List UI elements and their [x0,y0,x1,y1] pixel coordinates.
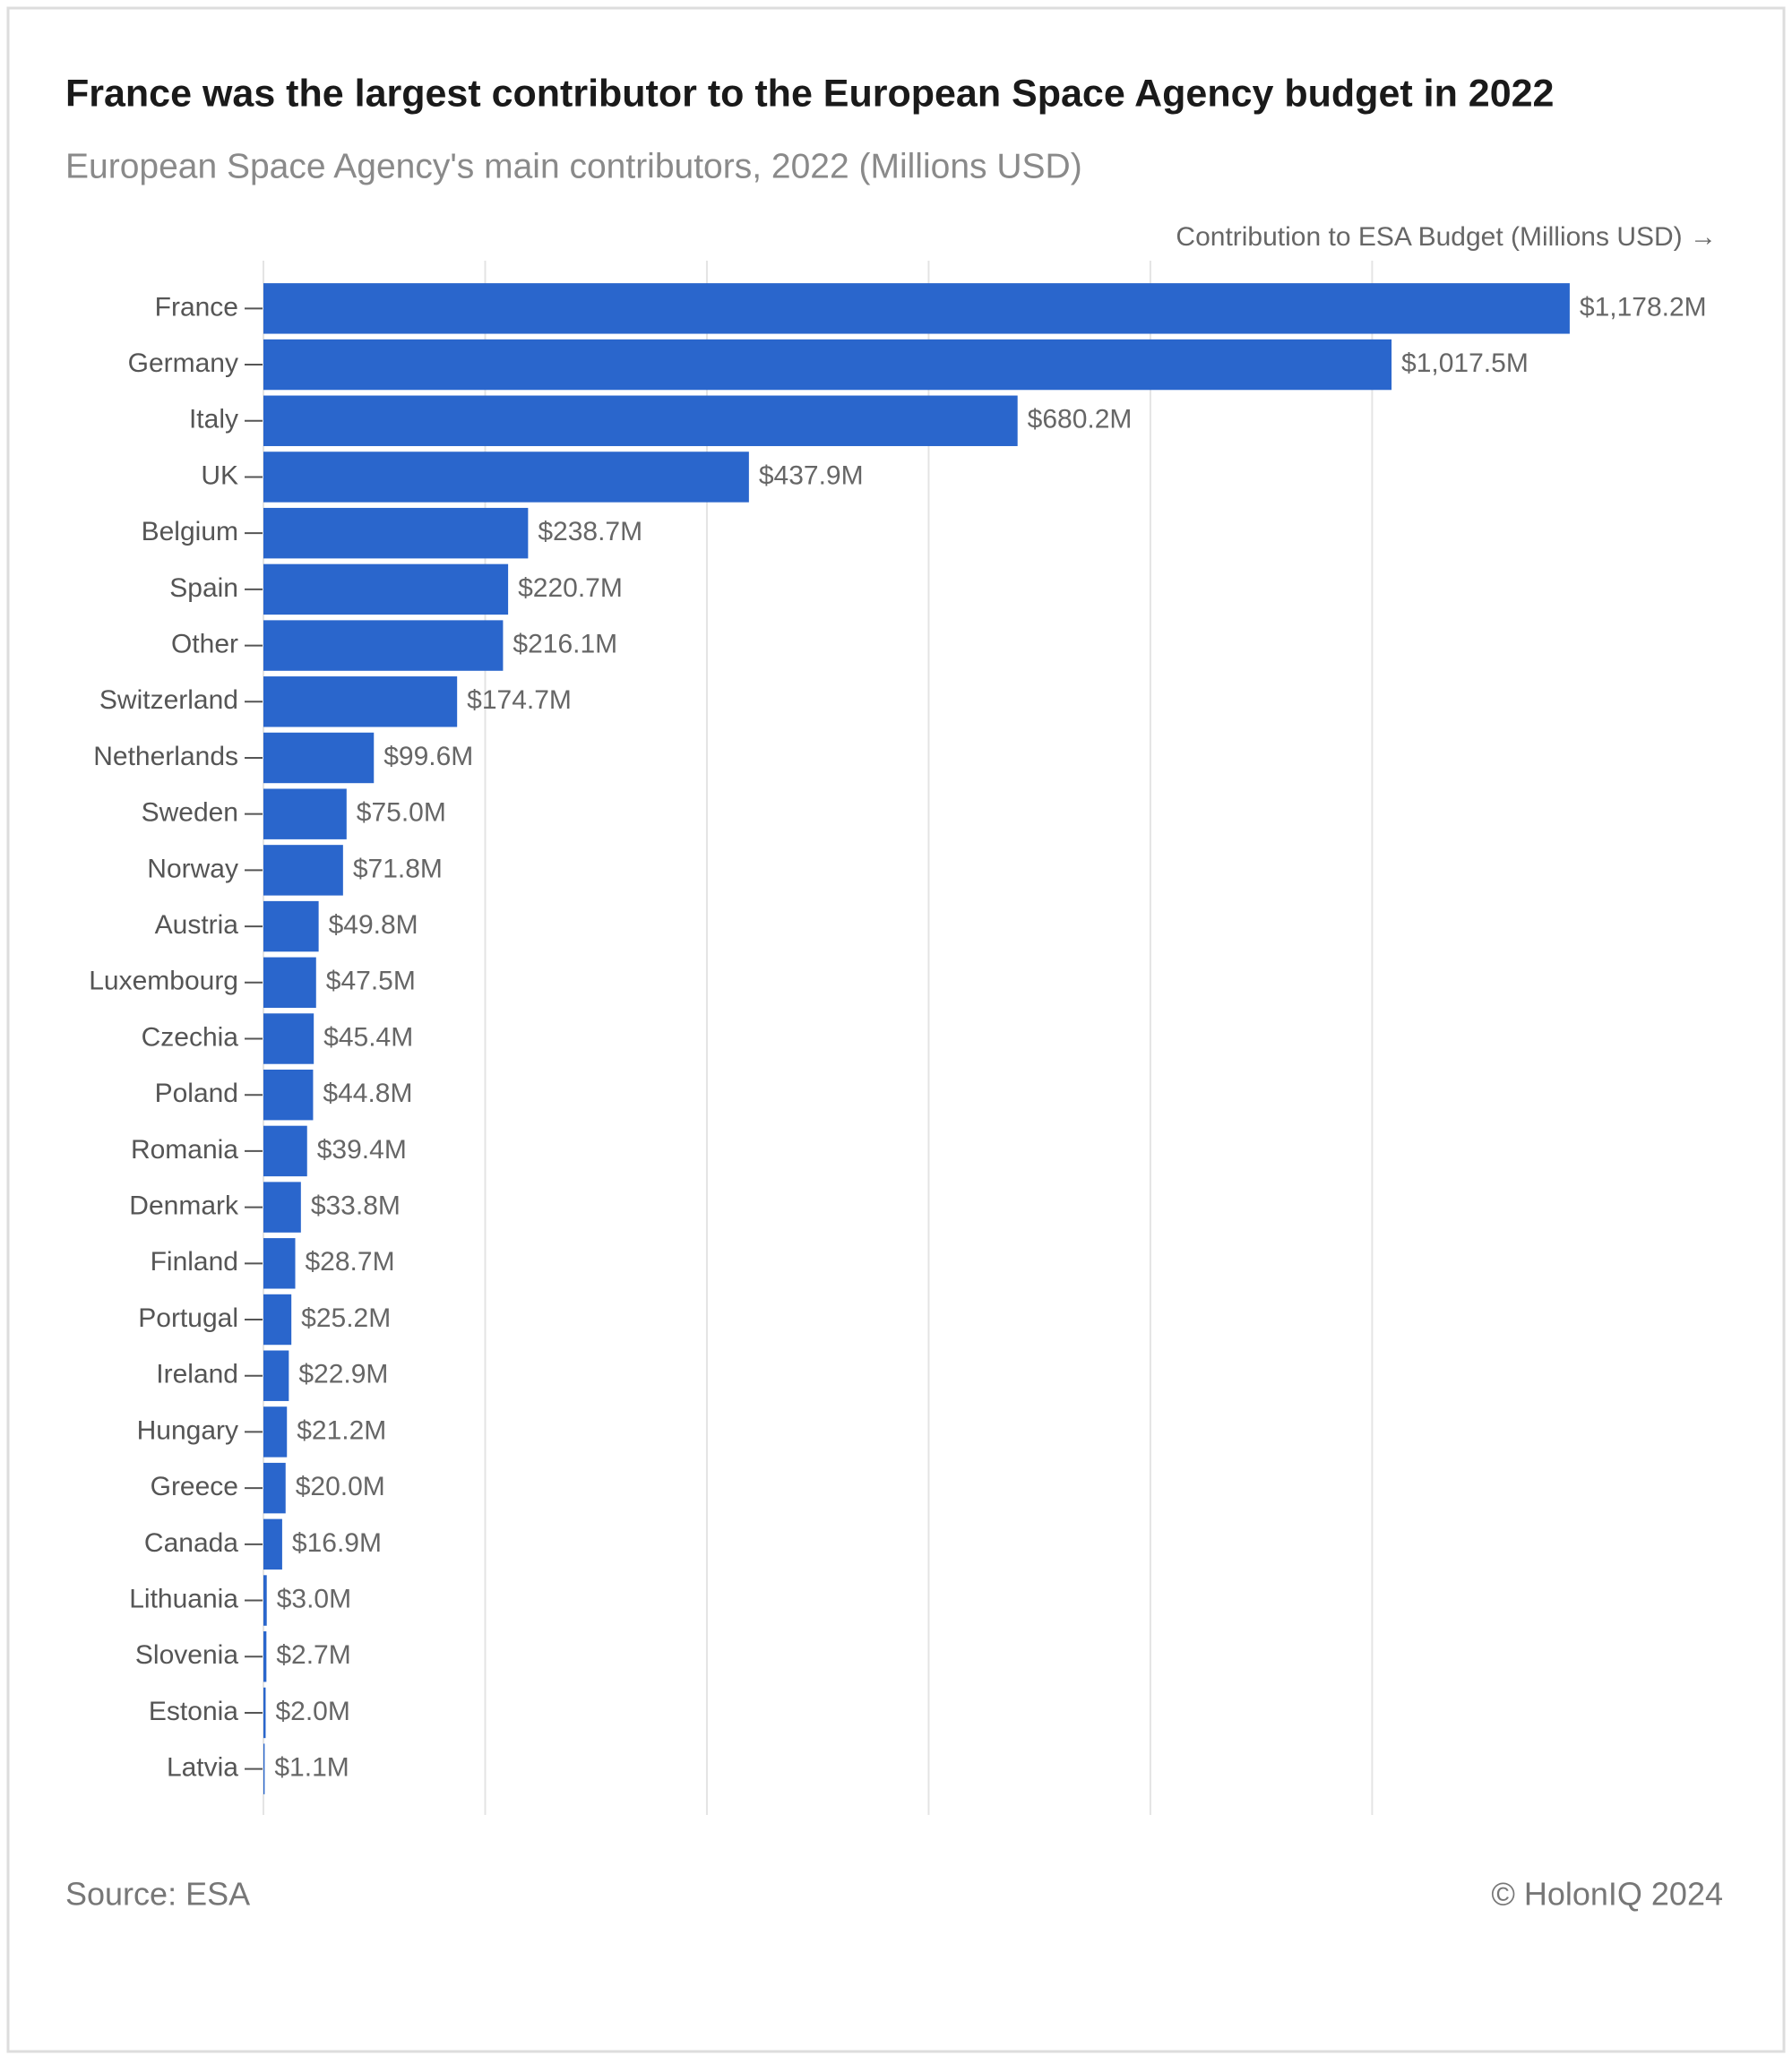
value-label: $216.1M [513,629,617,658]
value-label: $22.9M [298,1360,388,1389]
credit: © HolonIQ 2024 [1491,1876,1723,1913]
y-tick-label: Denmark [129,1191,239,1221]
bar [263,676,458,727]
y-tick-label: Czechia [142,1022,239,1052]
bar [263,563,509,615]
bar [263,1350,289,1401]
y-tick-label: Italy [189,405,238,434]
bar [263,507,529,559]
value-label: $437.9M [759,460,864,490]
value-label: $71.8M [353,854,443,883]
bar [263,1294,292,1346]
y-tick-label: Austria [155,910,239,940]
y-tick-label: Greece [151,1472,238,1501]
x-axis-label: Contribution to ESA Budget (Millions USD… [1176,222,1717,252]
value-label: $680.2M [1028,405,1133,434]
value-label: $3.0M [277,1584,351,1613]
bar [263,900,319,952]
value-label: $20.0M [296,1472,385,1501]
y-tick-label: Latvia [167,1753,238,1783]
y-tick-label: Sweden [142,798,238,828]
y-tick-label: Belgium [142,517,238,546]
bar [263,1631,267,1682]
value-label: $1,017.5M [1401,348,1529,378]
bar [263,845,343,896]
bar [263,1462,286,1514]
bar [263,1575,267,1626]
y-tick-label: Spain [169,573,238,603]
value-label: $2.0M [275,1697,349,1726]
value-label: $2.7M [276,1640,350,1670]
bar [263,1069,314,1121]
value-label: $21.2M [297,1415,386,1445]
bar [263,1238,296,1289]
y-tick-label: Lithuania [129,1584,238,1613]
value-label: $33.8M [311,1191,401,1221]
bar [263,1182,301,1233]
value-label: $1,178.2M [1580,292,1707,322]
bar [263,788,347,839]
y-tick-label: Hungary [137,1415,238,1445]
bar [263,1013,314,1064]
chart-title: France was the largest contributor to th… [65,72,1554,115]
bar [263,620,504,671]
chart-subtitle: European Space Agency's main contributor… [65,147,1082,185]
y-tick-label: Luxembourg [89,967,238,996]
value-label: $16.9M [292,1528,382,1558]
source: Source: ESA [65,1876,250,1913]
y-tick-label: Slovenia [135,1640,238,1670]
y-tick-label: Switzerland [99,685,238,715]
value-label: $174.7M [467,685,572,715]
value-label: $220.7M [518,573,623,603]
y-tick-label: Portugal [138,1303,238,1333]
value-label: $238.7M [538,517,642,546]
value-label: $25.2M [301,1303,391,1333]
y-tick-label: Netherlands [93,742,238,771]
bar [263,1687,266,1739]
y-tick-label: Other [171,629,238,658]
bar [263,732,375,784]
y-tick-label: Norway [147,854,238,883]
bar [263,283,1570,334]
bar [263,957,316,1009]
value-label: $44.8M [323,1079,412,1108]
y-tick-label: Romania [131,1135,238,1165]
value-label: $99.6M [383,742,473,771]
y-tick-label: Finland [151,1247,238,1277]
y-tick-label: Poland [155,1079,238,1108]
value-label: $47.5M [326,967,416,996]
bar [263,452,749,503]
bar [263,395,1018,446]
y-tick-label: UK [201,460,238,490]
y-tick-label: Germany [128,348,238,378]
bar [263,1406,288,1458]
value-label: $49.8M [329,910,418,940]
y-tick-label: Ireland [156,1360,238,1389]
value-label: $1.1M [274,1753,349,1783]
bar [263,1125,307,1177]
y-tick-label: Estonia [149,1697,238,1726]
bar [263,1743,265,1794]
y-tick-label: Canada [144,1528,238,1558]
value-label: $39.4M [317,1135,407,1165]
value-label: $75.0M [357,798,446,828]
bar [263,339,1392,391]
y-tick-label: France [155,292,238,322]
value-label: $28.7M [306,1247,395,1277]
value-label: $45.4M [323,1022,413,1052]
bar [263,1518,282,1570]
